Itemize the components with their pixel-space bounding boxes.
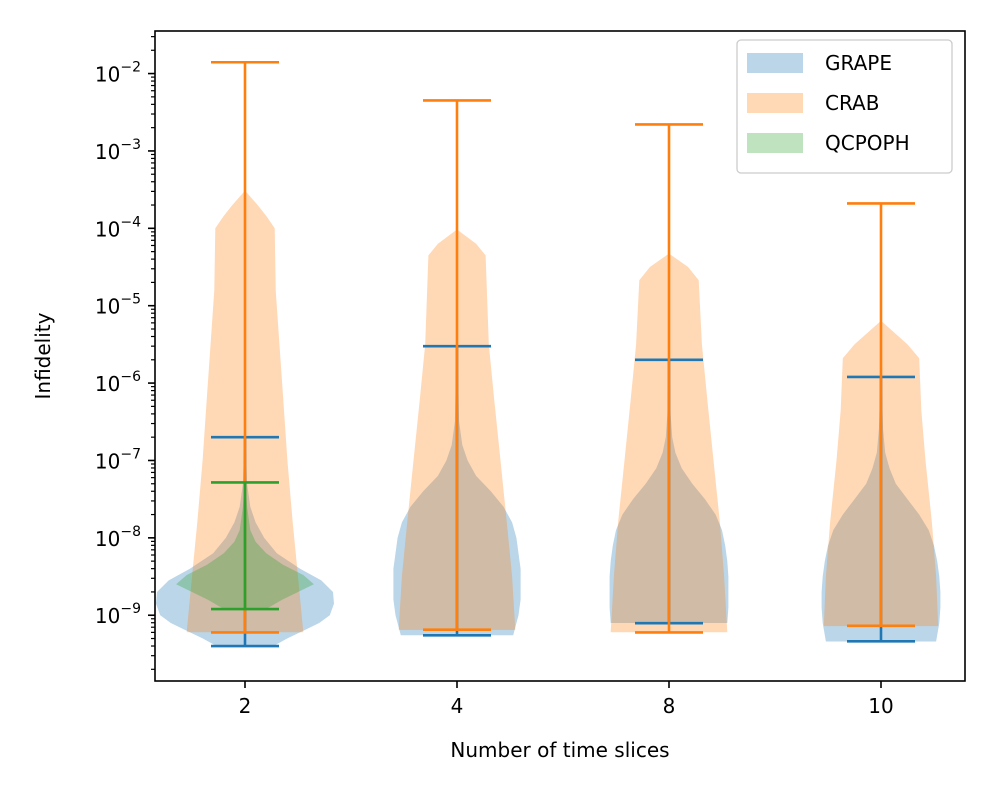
y-axis-ticks: 10−2 10−3 10−4 10−5 10−6 10−7 10−8 10−9 — [95, 36, 155, 670]
y-tick-label: 10−8 — [95, 524, 141, 551]
x-axis-ticks: 2 4 8 10 — [239, 681, 894, 718]
y-tick-label: 10−2 — [95, 60, 141, 87]
y-axis-label: Infidelity — [31, 312, 55, 399]
y-tick-label: 10−4 — [95, 214, 141, 241]
legend-label-crab: CRAB — [825, 91, 879, 115]
y-tick-label: 10−9 — [95, 601, 141, 628]
y-tick-label: 10−3 — [95, 137, 141, 164]
x-tick-label-10: 10 — [868, 694, 893, 718]
x-axis-label: Number of time slices — [450, 738, 669, 762]
y-tick-label: 10−6 — [95, 369, 141, 396]
legend-swatch-qcpoph — [747, 133, 803, 153]
y-tick-label: 10−7 — [95, 446, 141, 473]
y-tick-label: 10−5 — [95, 292, 141, 319]
legend-frame — [736, 39, 953, 174]
legend-swatch-crab — [747, 93, 803, 113]
violin-whiskers — [211, 60, 915, 648]
legend-label-grape: GRAPE — [825, 51, 892, 75]
legend-label-qcpoph: QCPOPH — [825, 131, 910, 155]
x-tick-label-4: 4 — [451, 694, 464, 718]
legend: GRAPE CRAB QCPOPH — [736, 39, 953, 174]
plot-area-frame — [154, 30, 966, 682]
legend-swatch-grape — [747, 53, 803, 73]
x-tick-label-8: 8 — [663, 694, 676, 718]
x-tick-label-2: 2 — [239, 694, 252, 718]
